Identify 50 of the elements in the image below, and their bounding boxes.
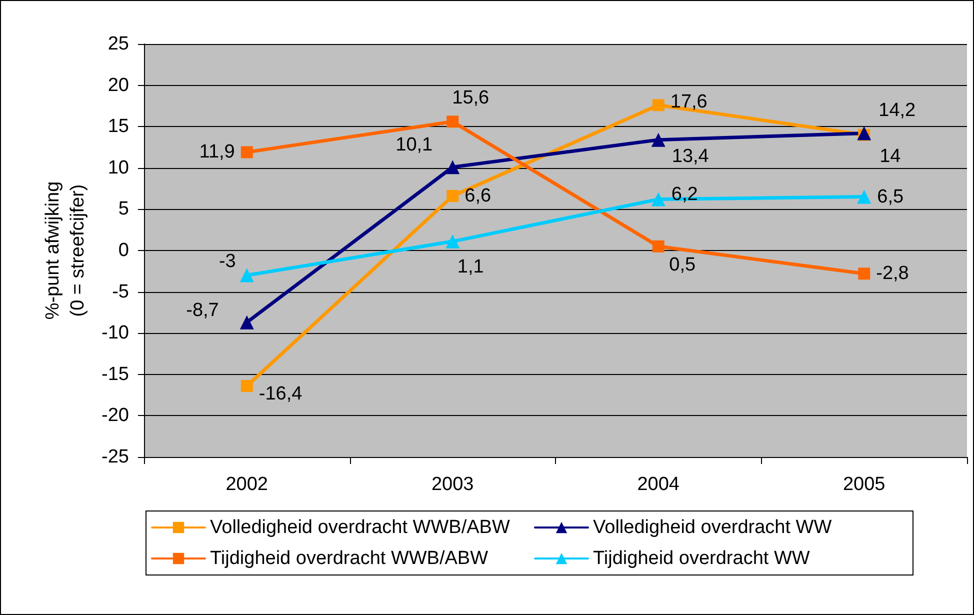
data-label: 17,6 xyxy=(670,92,708,113)
legend-label: Volledigheid overdracht WWB/ABW xyxy=(210,517,510,538)
data-label: 15,6 xyxy=(452,88,490,109)
legend-label: Volledigheid overdracht WW xyxy=(593,517,832,538)
x-tick-label: 2005 xyxy=(842,474,886,495)
data-label: 6,6 xyxy=(464,185,492,206)
y-tick-label: 15 xyxy=(108,116,129,138)
data-label: -8,7 xyxy=(186,300,219,321)
x-tick-label: 2004 xyxy=(637,474,680,495)
y-axis-title: %-punt afwijking (0 = streefcijfer) xyxy=(42,181,89,320)
point xyxy=(446,160,460,174)
x-tick-label: 2002 xyxy=(226,474,268,495)
data-label: 11,9 xyxy=(199,142,235,163)
y-tick-label: -10 xyxy=(102,322,129,344)
data-label: 6,5 xyxy=(877,186,904,208)
y-tick-label: 25 xyxy=(108,34,129,54)
point xyxy=(651,192,666,206)
point xyxy=(858,268,870,280)
point xyxy=(240,146,253,158)
y-tick-label: 20 xyxy=(108,74,129,96)
y-tick-label: 10 xyxy=(108,157,129,178)
point xyxy=(240,268,254,282)
point xyxy=(857,126,872,140)
data-label: 10,1 xyxy=(396,134,433,156)
point xyxy=(651,132,666,147)
point xyxy=(446,234,460,248)
x-tick-label: 2003 xyxy=(431,474,474,495)
y-tick-label: 5 xyxy=(118,198,129,220)
data-label: 1,1 xyxy=(457,256,484,278)
data-label: -16,4 xyxy=(258,383,303,404)
y-tick-label: -15 xyxy=(102,364,129,385)
point xyxy=(652,99,664,112)
legend-label: Tijdigheid overdracht WW xyxy=(593,548,810,569)
point xyxy=(240,315,254,330)
point xyxy=(446,190,459,202)
legend-label: Tijdigheid overdracht WWB/ABW xyxy=(210,548,488,569)
data-label: 14,2 xyxy=(878,100,916,122)
y-tick-label: 0 xyxy=(118,240,129,261)
data-label: 0,5 xyxy=(669,254,696,276)
point xyxy=(857,190,872,204)
data-label: -2,8 xyxy=(876,263,909,284)
point xyxy=(240,380,253,392)
point xyxy=(652,240,664,252)
data-label: -3 xyxy=(218,250,236,272)
data-label: 13,4 xyxy=(672,146,710,167)
y-tick-label: -25 xyxy=(102,446,129,468)
point xyxy=(446,116,459,128)
y-tick-label: -5 xyxy=(112,281,129,302)
y-tick-label: -20 xyxy=(102,405,129,426)
data-label: 14 xyxy=(880,146,902,167)
